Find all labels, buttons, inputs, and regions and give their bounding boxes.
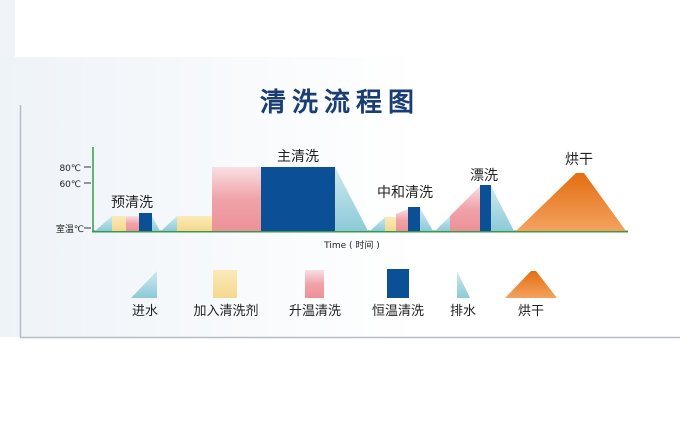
fill-water-mark <box>95 216 112 231</box>
drain-mark <box>420 208 433 231</box>
stage-drying: 烘干 <box>516 152 626 231</box>
swatch-icon <box>387 269 409 298</box>
drain-mark <box>335 167 368 231</box>
swatch-icon <box>305 270 324 298</box>
trapezoid-icon <box>505 271 557 298</box>
y-tick-room: 室温℃ <box>56 223 84 235</box>
constant-mark <box>139 213 152 231</box>
stage-label: 烘干 <box>565 152 593 168</box>
stage-main-wash: 主清洗 <box>161 149 368 231</box>
constant-mark <box>480 185 491 231</box>
fill-water-mark <box>435 216 450 231</box>
legend-item-detergent: 加入清洗剂 <box>193 270 259 319</box>
legend-item-heating: 升温清洗 <box>289 270 341 319</box>
constant-mark <box>261 167 335 231</box>
svg-text:排水: 排水 <box>450 304 476 319</box>
detergent-mark <box>385 217 396 231</box>
rising-triangle-icon <box>131 271 157 298</box>
heating-mark <box>450 186 480 231</box>
drain-mark <box>491 186 514 231</box>
constant-mark <box>408 207 420 231</box>
dry-mark <box>516 173 626 231</box>
stage-rinse: 漂洗 <box>435 168 514 231</box>
fill-water-mark <box>370 217 385 231</box>
svg-text:升温清洗: 升温清洗 <box>289 304 341 319</box>
legend-item-fill-water: 进水 <box>131 271 158 319</box>
stage-label: 预清洗 <box>111 195 153 211</box>
fill-water-mark <box>161 216 177 231</box>
detergent-mark <box>112 216 126 231</box>
svg-text:加入清洗剂: 加入清洗剂 <box>193 304 258 319</box>
stage-prewash: 预清洗 <box>95 195 160 231</box>
y-tick-60: 60℃ <box>59 180 81 190</box>
falling-triangle-icon <box>457 271 470 298</box>
legend-item-drain: 排水 <box>450 271 476 319</box>
heating-mark <box>396 209 408 231</box>
svg-text:烘干: 烘干 <box>518 304 544 319</box>
y-tick-80: 80℃ <box>59 164 81 174</box>
heating-mark <box>212 167 261 231</box>
page-title: 清洗流程图 <box>260 88 420 118</box>
stage-neutral-wash: 中和清洗 <box>370 185 433 231</box>
stage-label: 中和清洗 <box>377 185 433 201</box>
svg-text:恒温清洗: 恒温清洗 <box>372 304 424 319</box>
swatch-icon <box>213 270 237 298</box>
legend-item-constant: 恒温清洗 <box>372 269 424 319</box>
detergent-mark <box>177 216 212 231</box>
legend: 进水 加入清洗剂 升温清洗 恒温清洗 排水 烘干 <box>131 269 557 319</box>
legend-item-drying: 烘干 <box>505 271 557 319</box>
drain-mark <box>152 216 160 231</box>
heating-mark <box>126 216 139 231</box>
stage-label: 主清洗 <box>277 149 319 165</box>
x-axis-label: Time ( 时间 ) <box>323 239 380 251</box>
stage-label: 漂洗 <box>470 168 498 184</box>
svg-text:进水: 进水 <box>132 304 158 319</box>
